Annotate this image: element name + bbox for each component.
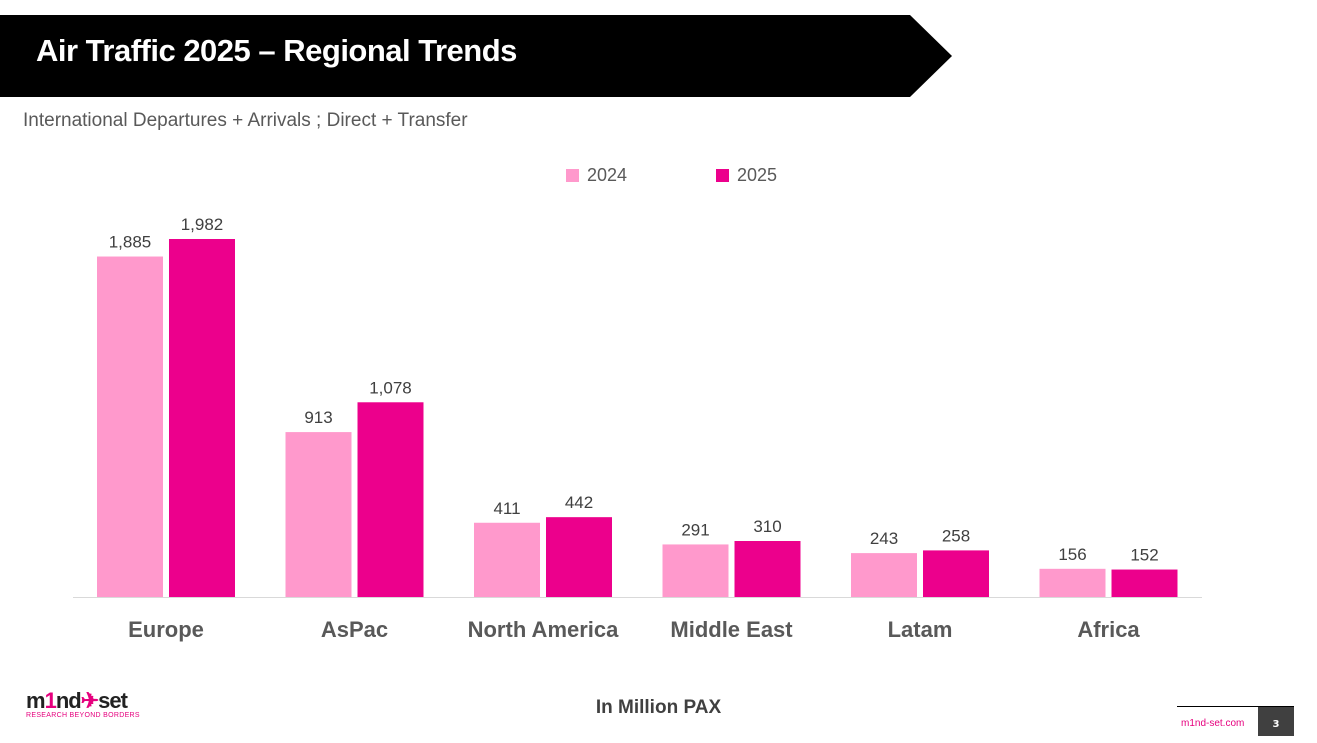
bar-2025-aspac: [357, 402, 424, 597]
bar-2025-europe: [169, 239, 235, 597]
category-label: Africa: [1077, 617, 1140, 642]
data-label: 442: [565, 493, 593, 512]
site-link[interactable]: m1nd-set.com: [1181, 718, 1245, 729]
data-label: 1,982: [181, 215, 224, 234]
data-label: 310: [753, 517, 781, 536]
bar-2025-africa: [1111, 569, 1178, 597]
category-label: Middle East: [670, 617, 793, 642]
bar-2024-europe: [97, 256, 163, 597]
data-label: 1,885: [109, 233, 152, 252]
legend-item-2025: 2025: [716, 165, 777, 186]
bar-2024-africa: [1039, 568, 1106, 597]
page-title: Air Traffic 2025 – Regional Trends: [36, 33, 517, 68]
legend-swatch-2024: [566, 169, 579, 182]
page-number: 3: [1258, 707, 1294, 736]
legend-label: 2025: [737, 165, 778, 185]
data-label: 243: [870, 529, 898, 548]
bar-2024-aspac: [285, 432, 352, 597]
category-label: Latam: [888, 617, 953, 642]
legend-item-2024: 2024: [566, 165, 627, 186]
bar-2024-middle-east: [662, 544, 729, 597]
legend-swatch-2025: [716, 169, 729, 182]
bar-2024-latam: [851, 553, 917, 597]
data-label: 291: [681, 520, 709, 539]
category-label: North America: [468, 617, 620, 642]
data-label: 1,078: [369, 378, 412, 397]
category-label: Europe: [128, 617, 204, 642]
title-banner: [0, 15, 952, 97]
data-label: 156: [1058, 545, 1086, 564]
data-label: 411: [493, 499, 520, 518]
page-subtitle: International Departures + Arrivals ; Di…: [23, 110, 468, 131]
bar-2025-middle-east: [734, 541, 801, 597]
bar-2025-latam: [923, 550, 989, 597]
bar-2024-north-america: [474, 522, 540, 597]
legend-label: 2024: [587, 165, 628, 185]
unit-label: In Million PAX: [595, 697, 722, 718]
footer-divider: [1177, 706, 1294, 707]
data-label: 152: [1130, 546, 1158, 565]
data-label: 258: [942, 526, 970, 545]
bar-2025-north-america: [546, 517, 612, 597]
category-label: AsPac: [321, 617, 388, 642]
logo-tagline: RESEARCH BEYOND BORDERS: [26, 712, 140, 719]
data-label: 913: [304, 408, 332, 427]
mindset-logo: m1nd✈set RESEARCH BEYOND BORDERS: [26, 688, 140, 720]
